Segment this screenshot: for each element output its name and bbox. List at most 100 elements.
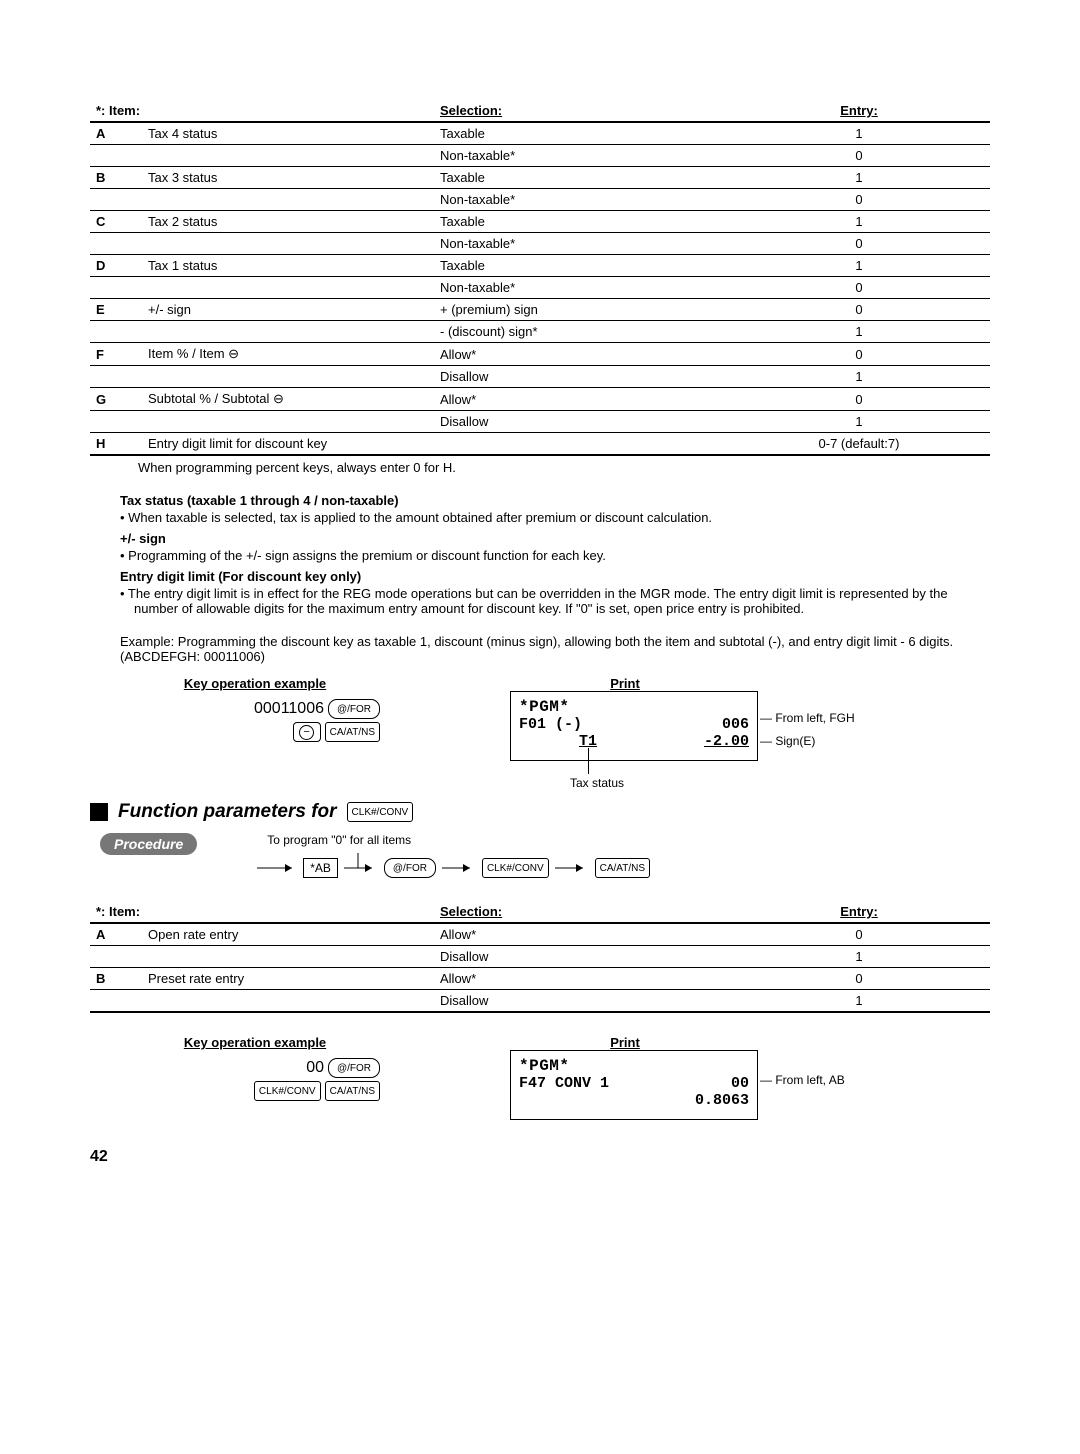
ann1: From left, FGH — [775, 711, 854, 725]
flow-arrow-icon — [257, 853, 297, 883]
table-row: 1 — [728, 321, 990, 343]
table-row — [90, 411, 142, 433]
table-row: 1 — [728, 122, 990, 145]
table-row: Entry digit limit for discount key — [142, 433, 434, 456]
table-row: Taxable — [434, 211, 728, 233]
kex2-title-left: Key operation example — [90, 1035, 420, 1050]
th-ent: Entry: — [728, 100, 990, 122]
table-row: 0 — [728, 343, 990, 366]
table-row — [142, 233, 434, 255]
table-row: 0 — [728, 299, 990, 321]
table-items-2: *: Item: Selection: Entry: AOpen rate en… — [90, 901, 990, 1013]
table-row: H — [90, 433, 142, 456]
table-row — [142, 990, 434, 1013]
ann3: Tax status — [570, 776, 624, 790]
table-row — [90, 946, 142, 968]
procedure-pill: Procedure — [100, 833, 197, 855]
table-row: 0-7 (default:7) — [728, 433, 990, 456]
table-row — [142, 189, 434, 211]
table-row: Disallow — [434, 366, 728, 388]
table1-note: When programming percent keys, always en… — [138, 460, 990, 475]
table-items-1: *: Item: Selection: Entry: ATax 4 status… — [90, 100, 990, 456]
table-row: Allow* — [434, 388, 728, 411]
key-example-1: Key operation example 00011006 @/FOR − C… — [90, 676, 990, 761]
rcpt2-l1a: F47 CONV 1 — [519, 1075, 609, 1092]
table-row: 0 — [728, 145, 990, 167]
table-row: Disallow — [434, 411, 728, 433]
arrow-icon — [555, 858, 589, 878]
table-row — [90, 189, 142, 211]
table-row: Tax 4 status — [142, 122, 434, 145]
kex1-title-right: Print — [510, 676, 740, 691]
table-row: Tax 2 status — [142, 211, 434, 233]
table-row: Taxable — [434, 255, 728, 277]
table-row — [142, 321, 434, 343]
table-row — [142, 946, 434, 968]
table-row: Disallow — [434, 946, 728, 968]
receipt-2: *PGM* F47 CONV 1 00 0.8063 — [510, 1050, 758, 1120]
table-row — [142, 366, 434, 388]
table-row — [90, 233, 142, 255]
table-row: 1 — [728, 167, 990, 189]
flow-note: To program "0" for all items — [267, 833, 650, 847]
table-row — [142, 145, 434, 167]
table-row: Tax 1 status — [142, 255, 434, 277]
ab-box: *AB — [303, 858, 338, 878]
clk-conv-key-2: CLK#/CONV — [482, 858, 549, 878]
notes-p2: • Programming of the +/- sign assigns th… — [134, 548, 990, 563]
notes-h2: +/- sign — [120, 531, 990, 546]
table-row: E — [90, 299, 142, 321]
table-row: 1 — [728, 946, 990, 968]
kex2-seq: 00 — [306, 1059, 324, 1077]
table-row — [90, 145, 142, 167]
table-row — [434, 433, 728, 456]
table-row: Allow* — [434, 343, 728, 366]
table-row: 0 — [728, 388, 990, 411]
func-title: Function parameters for — [118, 801, 337, 823]
arrow-icon — [442, 858, 476, 878]
table-row: B — [90, 167, 142, 189]
table-row: 1 — [728, 411, 990, 433]
table-row — [90, 277, 142, 299]
at-for-key-2: @/FOR — [384, 858, 436, 878]
rcpt1-pgm: *PGM* — [519, 698, 749, 716]
table-row: 1 — [728, 255, 990, 277]
example-text: Example: Programming the discount key as… — [120, 634, 990, 664]
rcpt1-l1a: F01 (-) — [519, 716, 582, 733]
th-item: *: Item: — [90, 100, 434, 122]
rcpt2-l2b: 0.8063 — [695, 1092, 749, 1109]
table-row: C — [90, 211, 142, 233]
t2-th-ent: Entry: — [728, 901, 990, 923]
table-row: 0 — [728, 968, 990, 990]
table-row — [90, 321, 142, 343]
table-row — [142, 277, 434, 299]
kex2-ann1: From left, AB — [775, 1073, 844, 1087]
function-params-section: Function parameters for CLK#/CONV Proced… — [90, 801, 990, 1120]
table-row: - (discount) sign* — [434, 321, 728, 343]
t2-th-item: *: Item: — [90, 901, 434, 923]
ann2: Sign(E) — [775, 734, 815, 748]
table-row: + (premium) sign — [434, 299, 728, 321]
table-row: A — [90, 923, 142, 946]
ca-at-ns-key-3: CA/AT/NS — [325, 1081, 380, 1101]
notes-h1: Tax status (taxable 1 through 4 / non-ta… — [120, 493, 990, 508]
table-row: 0 — [728, 277, 990, 299]
clk-conv-key-3: CLK#/CONV — [254, 1081, 321, 1101]
table-row: 1 — [728, 366, 990, 388]
table-row: B — [90, 968, 142, 990]
ca-at-ns-key-2: CA/AT/NS — [595, 858, 650, 878]
table-row: 0 — [728, 189, 990, 211]
rcpt1-l1b: 006 — [722, 716, 749, 733]
table-row: Non-taxable* — [434, 189, 728, 211]
table-row: Allow* — [434, 923, 728, 946]
table-row: Taxable — [434, 167, 728, 189]
table-row: Tax 3 status — [142, 167, 434, 189]
table-row: Subtotal % / Subtotal ⊖ — [142, 388, 434, 411]
table-row: +/- sign — [142, 299, 434, 321]
notes-p3: • The entry digit limit is in effect for… — [134, 586, 990, 616]
page-number: 42 — [90, 1148, 990, 1166]
table-row: A — [90, 122, 142, 145]
rcpt2-pgm: *PGM* — [519, 1057, 749, 1075]
notes-p1: • When taxable is selected, tax is appli… — [134, 510, 990, 525]
rcpt1-l2b: -2.00 — [704, 733, 749, 750]
